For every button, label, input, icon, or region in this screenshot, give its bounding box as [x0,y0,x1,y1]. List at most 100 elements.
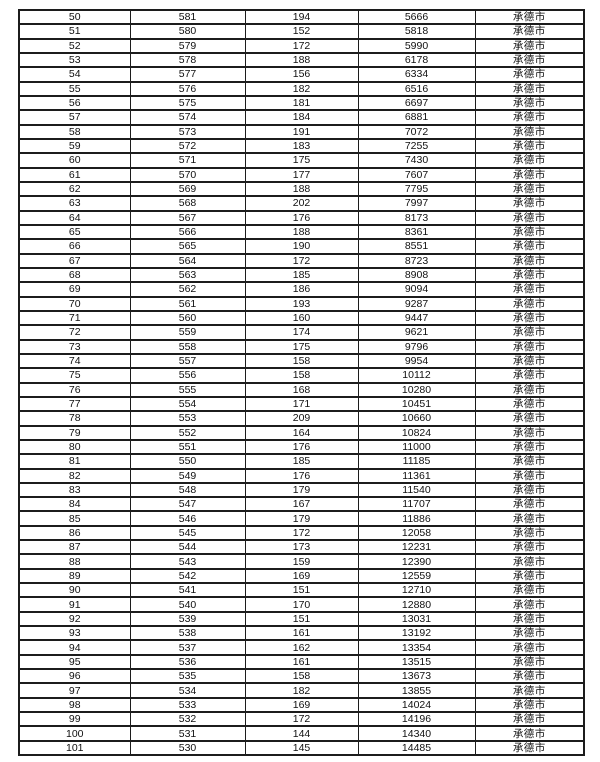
cell-rank: 94 [18,639,131,656]
cell-count: 151 [244,610,359,628]
cell-score: 562 [129,281,246,298]
cell-count: 176 [244,209,359,226]
cell-rank: 55 [18,80,131,97]
cell-rank: 98 [18,696,131,714]
cell-cumulative: 7795 [357,180,476,198]
cell-cumulative: 13673 [357,668,476,685]
cell-rank: 57 [18,109,131,126]
cell-rank: 90 [18,582,131,599]
cell-cumulative: 13192 [357,625,476,642]
table-row: 68 563 185 8908 承德市 [18,266,585,284]
cell-count: 172 [244,524,359,542]
cell-city: 承德市 [474,653,585,671]
cell-score: 578 [129,51,246,69]
cell-rank: 85 [18,510,131,527]
table-row: 52 579 172 5990 承德市 [18,37,585,55]
table-row: 88 543 159 12390 承德市 [18,553,585,570]
cell-cumulative: 13855 [357,682,476,699]
cell-city: 承德市 [474,152,585,169]
cell-score: 534 [129,682,246,699]
table-row: 64 567 176 8173 承德市 [18,209,585,226]
cell-score: 543 [129,553,246,570]
table-row: 59 572 183 7255 承德市 [18,137,585,155]
cell-rank: 73 [18,338,131,355]
cell-rank: 100 [18,725,131,742]
cell-count: 182 [244,682,359,699]
cell-city: 承德市 [474,281,585,298]
cell-score: 536 [129,653,246,671]
cell-score: 571 [129,152,246,169]
table-row: 60 571 175 7430 承德市 [18,152,585,169]
table-row: 92 539 151 13031 承德市 [18,610,585,628]
cell-cumulative: 9796 [357,338,476,355]
table-row: 61 570 177 7607 承德市 [18,166,585,183]
cell-city: 承德市 [474,223,585,241]
table-row: 65 566 188 8361 承德市 [18,223,585,241]
cell-score: 555 [129,381,246,398]
cell-score: 548 [129,481,246,499]
cell-count: 190 [244,238,359,255]
cell-rank: 72 [18,324,131,341]
cell-rank: 87 [18,539,131,556]
cell-cumulative: 14340 [357,725,476,742]
cell-rank: 80 [18,438,131,456]
cell-count: 188 [244,51,359,69]
cell-cumulative: 6178 [357,51,476,69]
cell-city: 承德市 [474,381,585,398]
cell-cumulative: 10824 [357,424,476,441]
cell-count: 152 [244,23,359,40]
table-row: 55 576 182 6516 承德市 [18,80,585,97]
cell-score: 567 [129,209,246,226]
cell-cumulative: 11886 [357,510,476,527]
cell-score: 572 [129,137,246,155]
score-distribution-table: 50 581 194 5666 承德市 51 580 152 5818 承德市 52 579 172 59… [18,8,585,757]
table-row: 86 545 172 12058 承德市 [18,524,585,542]
cell-score: 570 [129,166,246,183]
table-row: 99 532 172 14196 承德市 [18,711,585,728]
cell-cumulative: 5666 [357,8,476,26]
table-row: 100 531 144 14340 承德市 [18,725,585,742]
cell-cumulative: 9447 [357,309,476,327]
cell-count: 164 [244,424,359,441]
cell-rank: 82 [18,467,131,484]
cell-score: 542 [129,567,246,585]
cell-score: 565 [129,238,246,255]
cell-rank: 76 [18,381,131,398]
cell-rank: 99 [18,711,131,728]
cell-cumulative: 14024 [357,696,476,714]
cell-score: 561 [129,295,246,312]
cell-count: 209 [244,410,359,427]
cell-count: 151 [244,582,359,599]
cell-city: 承德市 [474,195,585,212]
cell-count: 177 [244,166,359,183]
cell-rank: 74 [18,352,131,370]
cell-city: 承德市 [474,424,585,441]
cell-city: 承德市 [474,137,585,155]
cell-cumulative: 12390 [357,553,476,570]
cell-cumulative: 5990 [357,37,476,55]
cell-score: 547 [129,496,246,513]
cell-city: 承德市 [474,367,585,384]
cell-city: 承德市 [474,338,585,355]
cell-score: 540 [129,596,246,613]
table-row: 57 574 184 6881 承德市 [18,109,585,126]
cell-count: 169 [244,696,359,714]
cell-rank: 60 [18,152,131,169]
table-row: 78 553 209 10660 承德市 [18,410,585,427]
cell-count: 176 [244,438,359,456]
table-row: 82 549 176 11361 承德市 [18,467,585,484]
cell-city: 承德市 [474,123,585,140]
cell-count: 172 [244,252,359,269]
cell-rank: 97 [18,682,131,699]
cell-cumulative: 9094 [357,281,476,298]
cell-rank: 53 [18,51,131,69]
cell-cumulative: 12058 [357,524,476,542]
cell-rank: 71 [18,309,131,327]
cell-count: 194 [244,8,359,26]
cell-rank: 56 [18,94,131,112]
cell-city: 承德市 [474,252,585,269]
cell-count: 169 [244,567,359,585]
table-row: 73 558 175 9796 承德市 [18,338,585,355]
cell-rank: 61 [18,166,131,183]
cell-cumulative: 8361 [357,223,476,241]
